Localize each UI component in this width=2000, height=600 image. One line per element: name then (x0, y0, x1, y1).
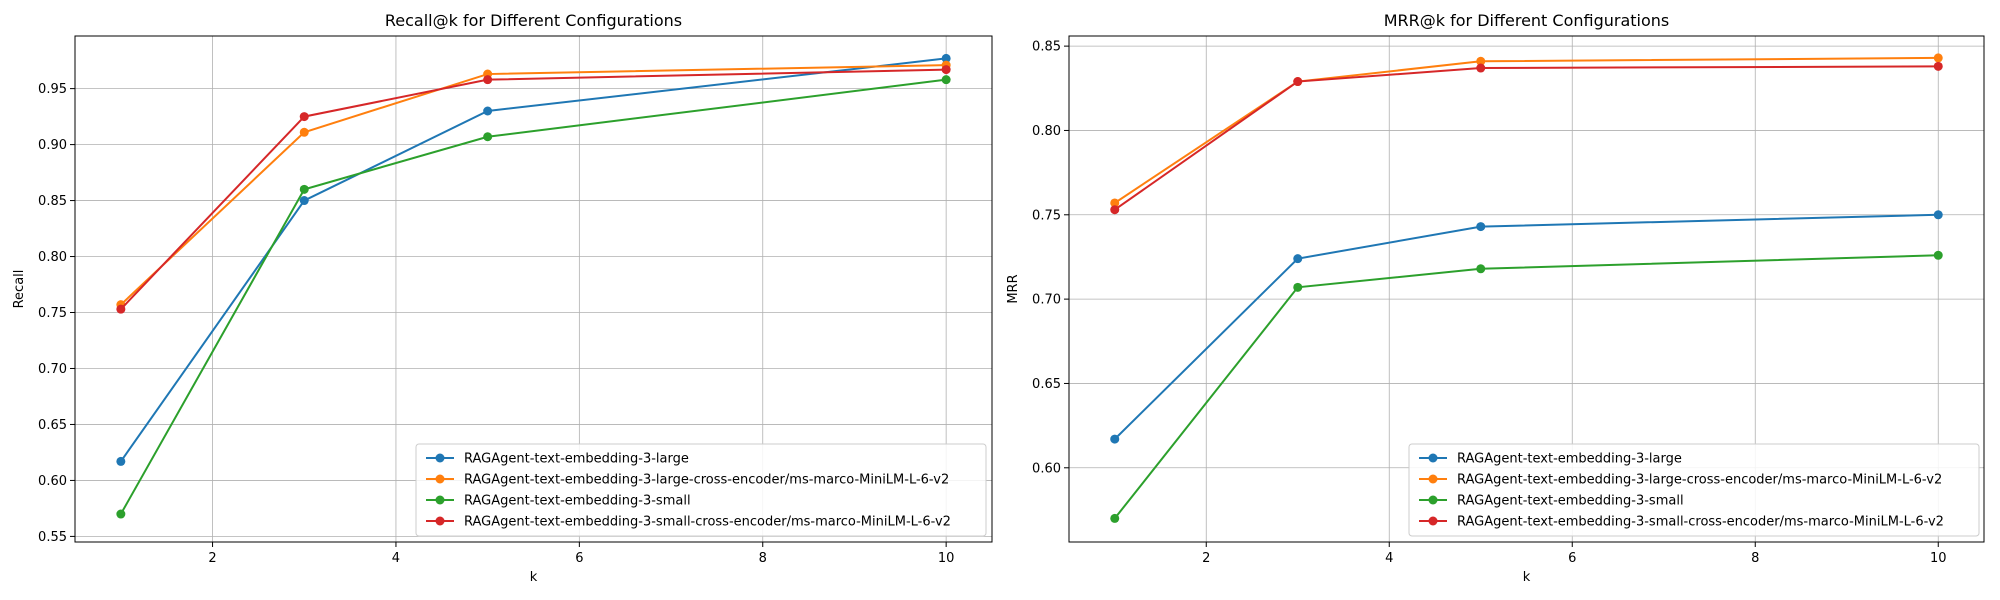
legend-marker (435, 453, 445, 463)
data-point (1933, 250, 1943, 260)
y-tick-label: 0.60 (1032, 461, 1061, 476)
data-point (483, 106, 493, 116)
legend-label: RAGAgent-text-embedding-3-small (464, 494, 691, 509)
data-point (1110, 205, 1120, 215)
x-tick-label: 10 (1930, 551, 1947, 566)
series-line (1114, 65, 1939, 211)
data-point (1293, 254, 1303, 264)
data-point (1476, 222, 1486, 232)
x-axis-label: k (1523, 570, 1531, 585)
data-point (1476, 56, 1486, 66)
data-point (1933, 210, 1943, 220)
data-point (1110, 198, 1120, 208)
chart-title: Recall@k for Different Configurations (385, 11, 682, 30)
data-point (299, 112, 309, 122)
data-point (299, 184, 309, 194)
data-point (1933, 61, 1943, 71)
y-axis-label: Recall (12, 270, 27, 309)
x-tick-label: 2 (208, 551, 216, 566)
y-tick-label: 0.75 (1032, 208, 1061, 223)
y-tick-label: 0.85 (38, 194, 67, 209)
data-point (299, 127, 309, 137)
data-point (941, 75, 951, 85)
legend-label: RAGAgent-text-embedding-3-large-cross-en… (1457, 473, 1942, 488)
y-tick-label: 0.75 (38, 306, 67, 321)
legend-marker (435, 495, 445, 505)
data-point (1476, 63, 1486, 73)
data-point (483, 75, 493, 85)
legend-box (415, 443, 987, 537)
y-tick-label: 0.80 (38, 250, 67, 265)
legend-marker (1428, 474, 1438, 484)
data-point (941, 53, 951, 63)
mrr-chart: 2 4 6 8 10 0.60 0.65 0.70 0.75 0.80 0.85 MRR@k for … (1006, 11, 1985, 585)
x-tick-label: 4 (1385, 551, 1393, 566)
series-line (120, 57, 947, 462)
data-point (299, 196, 309, 206)
y-tick-label: 0.65 (1032, 377, 1061, 392)
y-tick-label: 0.70 (1032, 293, 1061, 308)
y-tick-label: 0.70 (38, 362, 67, 377)
legend-label: RAGAgent-text-embedding-3-large-cross-en… (464, 473, 949, 488)
series-line (120, 64, 947, 306)
x-tick-label: 4 (392, 551, 400, 566)
x-tick-label: 2 (1202, 551, 1210, 566)
x-tick-label: 6 (575, 551, 583, 566)
data-point (941, 65, 951, 75)
data-point (116, 456, 126, 466)
legend-marker (1428, 516, 1438, 526)
y-tick-label: 0.60 (38, 474, 67, 489)
y-tick-label: 0.95 (38, 82, 67, 97)
x-tick-label: 10 (938, 551, 955, 566)
x-axis-label: k (530, 570, 538, 585)
y-tick-label: 0.55 (38, 530, 67, 545)
legend-label: RAGAgent-text-embedding-3-large (1457, 452, 1682, 467)
series-line (119, 78, 947, 515)
y-tick-label: 0.80 (1032, 124, 1061, 139)
x-tick-label: 8 (759, 551, 767, 566)
legend-marker (435, 474, 445, 484)
data-point (1293, 282, 1303, 292)
legend-label: RAGAgent-text-embedding-3-small-cross-en… (1457, 515, 1944, 530)
y-tick-label: 0.90 (38, 138, 67, 153)
data-point (116, 509, 126, 519)
legend-label: RAGAgent-text-embedding-3-large (464, 452, 689, 467)
data-point (1476, 264, 1486, 274)
plot-frame (1068, 35, 1985, 543)
legend-marker (1428, 495, 1438, 505)
x-tick-label: 8 (1751, 551, 1759, 566)
data-point (1110, 434, 1120, 444)
series-line (1114, 56, 1939, 204)
series-line (1114, 213, 1939, 440)
chart-title: MRR@k for Different Configurations (1384, 11, 1670, 30)
y-axis-label: MRR (1006, 274, 1021, 303)
series-line (1113, 254, 1939, 520)
y-tick-label: 0.65 (38, 418, 67, 433)
data-point (1110, 513, 1120, 523)
legend-marker (1428, 453, 1438, 463)
data-point (116, 304, 126, 314)
legend-box (1408, 443, 1980, 537)
data-point (1933, 53, 1943, 63)
x-tick-label: 6 (1568, 551, 1576, 566)
plot-frame (74, 35, 993, 543)
series-line (120, 68, 947, 310)
legend-label: RAGAgent-text-embedding-3-small-cross-en… (464, 515, 951, 530)
legend-label: RAGAgent-text-embedding-3-small (1457, 494, 1684, 509)
legend-marker (435, 516, 445, 526)
recall-chart: 2 4 6 8 10 0.55 0.60 0.65 0.70 0.75 0.80 0.85 0.90 0.… (12, 11, 993, 585)
data-point (483, 132, 493, 142)
y-tick-label: 0.85 (1032, 40, 1061, 55)
data-point (1293, 77, 1303, 87)
